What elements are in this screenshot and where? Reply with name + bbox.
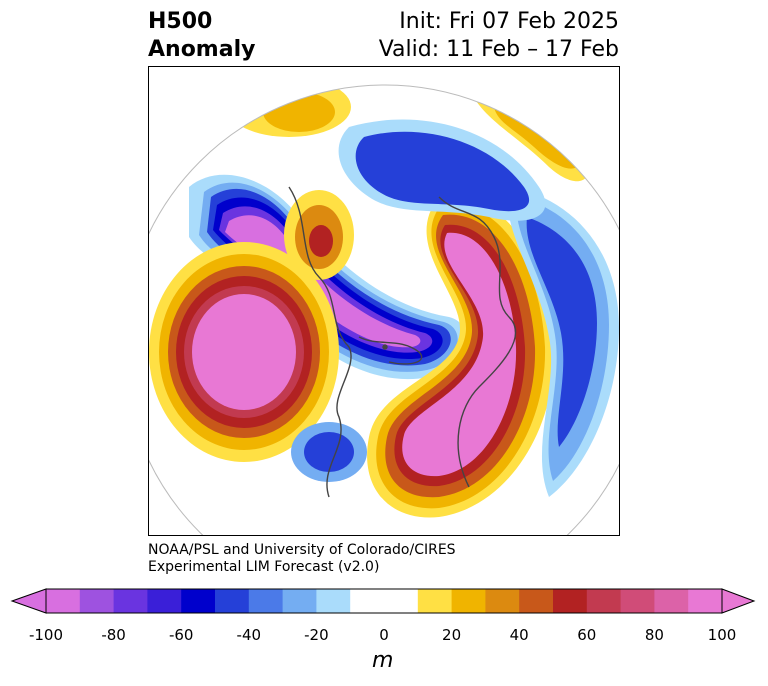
anomaly-map xyxy=(148,66,620,536)
colorbar-cell xyxy=(620,589,655,613)
coastlines xyxy=(288,186,517,498)
colorbar-cell xyxy=(519,589,554,613)
colorbar-cell xyxy=(451,589,486,613)
colorbar-unit: m xyxy=(372,648,394,673)
colorbar-cell xyxy=(215,589,250,613)
colorbar-cell xyxy=(417,589,453,613)
colorbar-cell xyxy=(688,589,723,613)
colorbar-cell xyxy=(181,589,216,613)
positive-anomaly-siberia xyxy=(227,85,351,137)
colorbar-tick-label: 0 xyxy=(379,626,389,644)
colorbar-tick-label: 40 xyxy=(509,626,529,644)
colorbar-cell xyxy=(248,589,284,613)
colorbar-tick-label: -60 xyxy=(168,626,194,644)
colorbar-cell xyxy=(46,589,81,613)
negative-anomaly-southwest xyxy=(291,422,367,482)
polar-map-svg xyxy=(149,84,619,535)
init-date: Init: Fri 07 Feb 2025 xyxy=(399,9,619,34)
colorbar-left-arrow xyxy=(10,588,47,614)
colorbar-cell xyxy=(147,589,182,613)
positive-anomaly-atlantic xyxy=(367,196,555,518)
colorbar-cell xyxy=(350,589,385,613)
colorbar-tick-label: 20 xyxy=(442,626,462,644)
credit-text: NOAA/PSL and University of Colorado/CIRE… xyxy=(148,542,456,576)
positive-anomaly-pacific xyxy=(149,242,339,462)
colorbar-tick-label: -80 xyxy=(101,626,126,644)
colorbar-cell xyxy=(586,589,622,613)
colorbar-outline xyxy=(45,588,723,614)
negative-anomaly-arctic xyxy=(338,119,546,221)
colorbar-tick-labels: -100 -80 -60 -40 -20 0 20 40 60 80 100 xyxy=(0,626,768,646)
credit-line-1: NOAA/PSL and University of Colorado/CIRE… xyxy=(148,542,456,558)
colorbar-tick-label: -20 xyxy=(304,626,329,644)
colorbar-tick-label: 60 xyxy=(577,626,597,644)
colorbar xyxy=(10,588,756,614)
credit-line-2: Experimental LIM Forecast (v2.0) xyxy=(148,559,380,575)
negative-anomaly-atlantic xyxy=(507,187,619,497)
colorbar-cell xyxy=(79,589,115,613)
colorbar-tick-label: -40 xyxy=(236,626,262,644)
chart-title: H500 Anomaly xyxy=(148,8,255,64)
colorbar-cell xyxy=(316,589,351,613)
colorbar-right-arrow xyxy=(721,588,756,614)
colorbar-cell xyxy=(485,589,520,613)
colorbar-tick-label: 80 xyxy=(644,626,664,644)
colorbar-cell xyxy=(553,589,588,613)
valid-date-range: Valid: 11 Feb – 17 Feb xyxy=(378,37,619,62)
positive-anomaly-alaska xyxy=(284,190,354,280)
title-line-2: Anomaly xyxy=(148,37,256,62)
colorbar-cell xyxy=(113,589,148,613)
colorbar-cell xyxy=(654,589,689,613)
colorbar-tick-label: -100 xyxy=(28,626,64,644)
colorbar-tick-label: 100 xyxy=(707,626,737,644)
colorbar-cell xyxy=(282,589,317,613)
forecast-dates: Init: Fri 07 Feb 2025 Valid: 11 Feb – 17… xyxy=(379,8,619,64)
colorbar-cell xyxy=(384,589,419,613)
title-line-1: H500 xyxy=(148,9,213,34)
